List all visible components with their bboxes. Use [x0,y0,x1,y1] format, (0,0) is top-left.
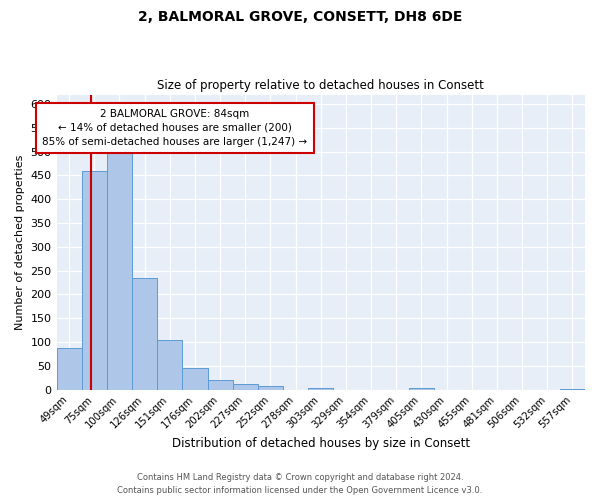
Text: Contains HM Land Registry data © Crown copyright and database right 2024.
Contai: Contains HM Land Registry data © Crown c… [118,474,482,495]
Text: 2, BALMORAL GROVE, CONSETT, DH8 6DE: 2, BALMORAL GROVE, CONSETT, DH8 6DE [138,10,462,24]
Bar [258,386,283,390]
Bar [182,368,208,390]
Bar [308,388,334,390]
Bar [157,340,182,390]
Bar [560,388,585,390]
Bar [409,388,434,390]
X-axis label: Distribution of detached houses by size in Consett: Distribution of detached houses by size … [172,437,470,450]
Title: Size of property relative to detached houses in Consett: Size of property relative to detached ho… [157,79,484,92]
Text: 2 BALMORAL GROVE: 84sqm
← 14% of detached houses are smaller (200)
85% of semi-d: 2 BALMORAL GROVE: 84sqm ← 14% of detache… [42,109,307,147]
Bar [82,170,107,390]
Y-axis label: Number of detached properties: Number of detached properties [15,154,25,330]
Bar [56,348,82,390]
Bar [233,384,258,390]
Bar [208,380,233,390]
Bar [107,152,132,390]
Bar [132,278,157,390]
